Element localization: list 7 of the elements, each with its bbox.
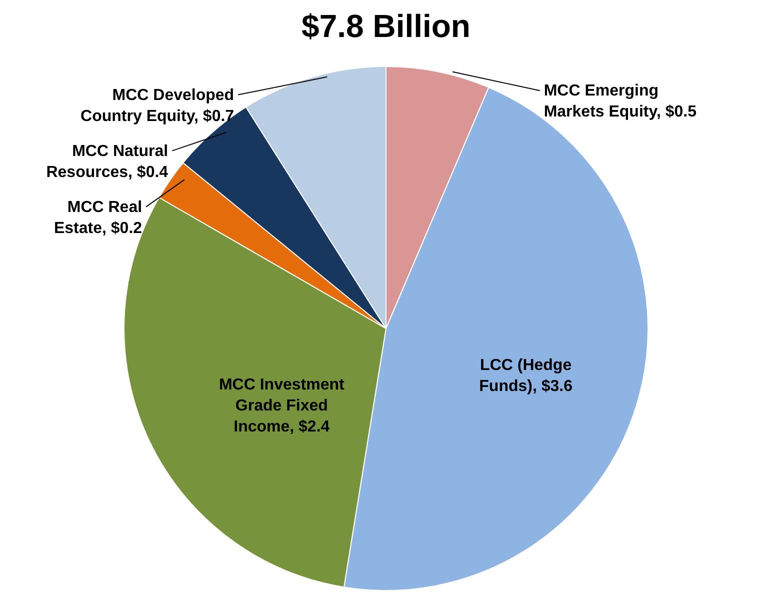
slice-label: MCC Real Estate, $0.2 [54,198,142,237]
slice-label: LCC (Hedge Funds), $3.6 [479,356,573,395]
slice-label: MCC Investment Grade Fixed Income, $2.4 [218,376,345,436]
slice-label: MCC Developed Country Equity, $0.7 [80,86,234,125]
slice-label: MCC Emerging Markets Equity, $0.5 [544,82,697,121]
chart-title: $7.8 Billion [302,8,470,44]
slice-label: MCC Natural Resources, $0.4 [46,142,168,181]
